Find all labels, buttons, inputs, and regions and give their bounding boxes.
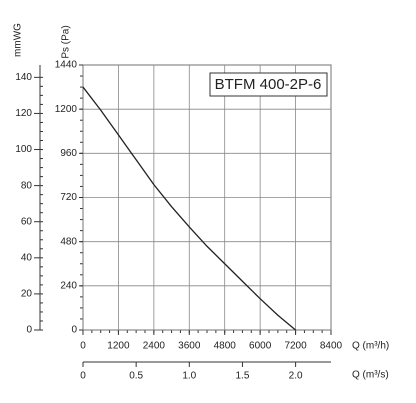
x2-axis-label: Q (m³/s): [352, 370, 389, 381]
x2-tick-label: 1.0: [182, 371, 196, 382]
y-tick-label: 720: [60, 192, 77, 203]
annotation-box: [209, 72, 328, 97]
curve: [82, 86, 296, 331]
x2-tick-label: 0.5: [129, 371, 143, 382]
y2-tick-label: 40: [21, 252, 33, 263]
x-tick-label: 4800: [214, 341, 237, 352]
x-tick-label: 8400: [320, 341, 343, 352]
x2-tick-label: 2.0: [289, 371, 303, 382]
y-tick-label: 960: [60, 148, 77, 159]
x-tick-label: 2400: [143, 341, 166, 352]
x2-tick-label: 0: [80, 371, 86, 382]
y-tick-label: 480: [60, 236, 77, 247]
x-tick-label: 3600: [178, 341, 201, 352]
y2-axis-label: mmWG: [13, 23, 24, 57]
x-tick-label: 1200: [107, 341, 130, 352]
y-axis-label: Ps (Pa): [61, 25, 72, 58]
y-tick-label: 0: [71, 325, 77, 336]
y2-tick-label: 0: [26, 325, 32, 336]
y2-tick-label: 100: [15, 144, 32, 155]
x-tick-label: 6000: [249, 341, 272, 352]
y2-tick-label: 20: [21, 289, 33, 300]
annotation: BTFM 400-2P-6: [215, 76, 322, 93]
y-tick-label: 1200: [55, 104, 78, 115]
y2-tick-label: 60: [21, 216, 33, 227]
x2-tick-label: 1.5: [235, 371, 249, 382]
y2-tick-label: 140: [15, 72, 32, 83]
y2-tick-label: 80: [21, 180, 33, 191]
y-tick-label: 1440: [55, 60, 78, 71]
x-axis-label: Q (m³/h): [352, 341, 389, 352]
y2-tick-label: 120: [15, 108, 32, 119]
y-tick-label: 240: [60, 280, 77, 291]
x-tick-label: 7200: [284, 341, 307, 352]
x-tick-label: 0: [80, 341, 86, 352]
